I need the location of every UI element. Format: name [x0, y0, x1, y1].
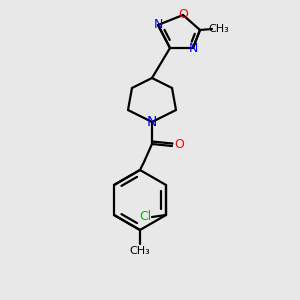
Text: O: O [174, 139, 184, 152]
Text: CH₃: CH₃ [208, 24, 230, 34]
Text: N: N [188, 41, 198, 55]
Text: CH₃: CH₃ [130, 246, 150, 256]
Text: N: N [147, 115, 157, 129]
Text: O: O [178, 8, 188, 22]
Text: N: N [153, 19, 163, 32]
Text: Cl: Cl [139, 211, 151, 224]
